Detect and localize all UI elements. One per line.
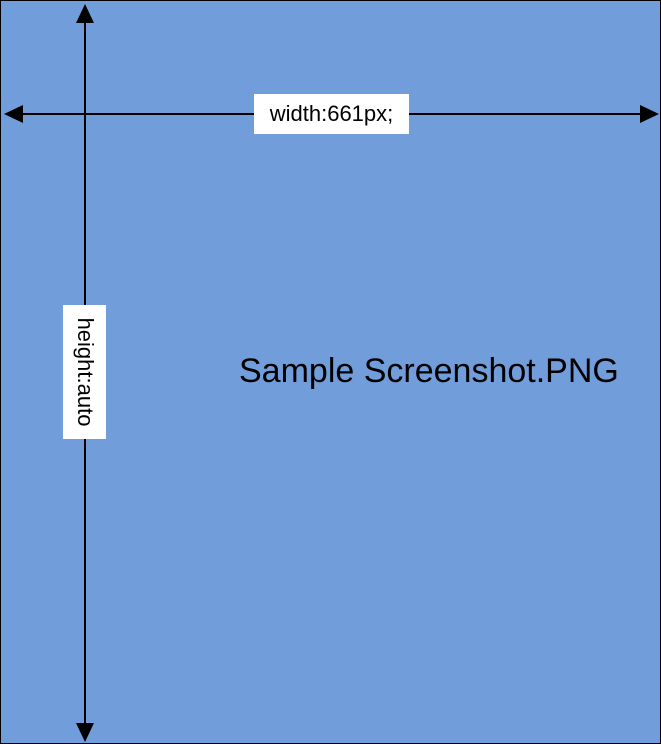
width-arrowhead-left: [4, 105, 23, 123]
height-arrowhead-bottom: [76, 723, 94, 742]
file-name-label: Sample Screenshot.PNG: [239, 352, 619, 390]
width-dimension-label: width:661px;: [254, 94, 409, 134]
height-dimension-label: height:auto: [72, 317, 98, 427]
height-arrowhead-top: [76, 4, 94, 23]
height-dimension-label-box: height:auto: [63, 305, 106, 439]
width-arrowhead-right: [640, 105, 659, 123]
